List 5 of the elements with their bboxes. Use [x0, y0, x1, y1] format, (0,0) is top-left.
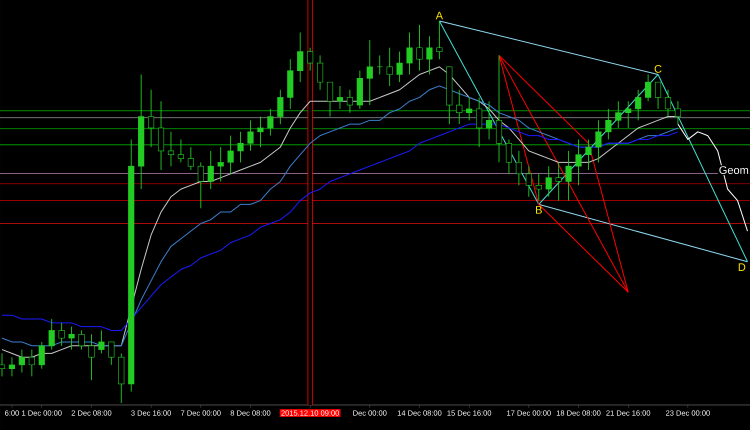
annotation: A — [436, 12, 444, 20]
annotation: C — [654, 65, 662, 73]
annotation: D — [738, 263, 746, 271]
annotation: B — [536, 206, 542, 214]
annotation: Geom — [719, 166, 748, 174]
